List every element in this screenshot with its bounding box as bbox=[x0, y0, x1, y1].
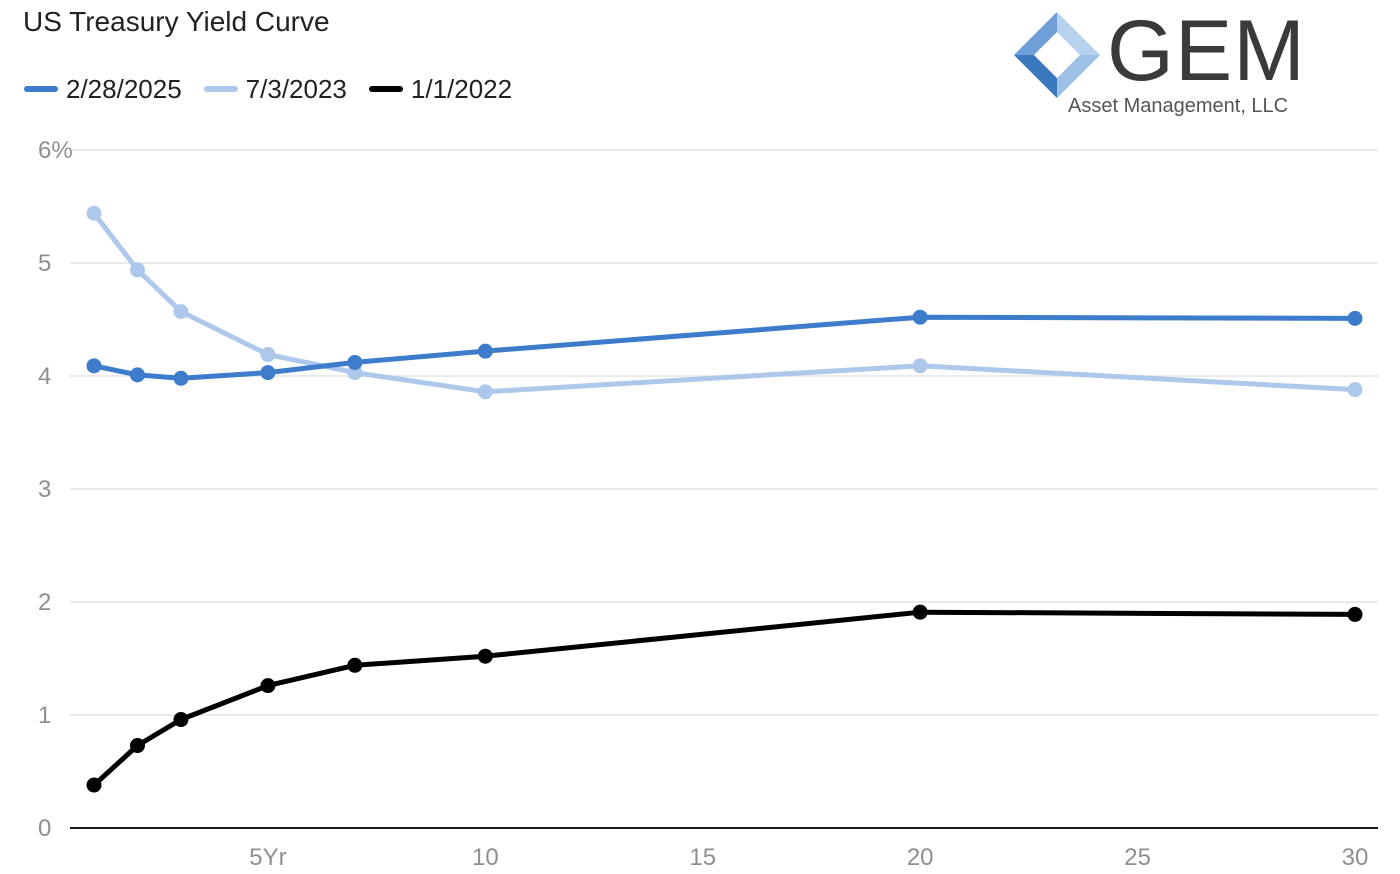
x-tick-label: 15 bbox=[689, 844, 716, 871]
data-point bbox=[347, 657, 363, 673]
legend-label: 2/28/2025 bbox=[66, 73, 182, 104]
x-tick-label: 30 bbox=[1342, 844, 1369, 871]
data-point bbox=[1347, 606, 1363, 622]
y-tick-label: 4 bbox=[38, 363, 51, 390]
legend-swatch bbox=[368, 86, 403, 92]
y-tick-label: 1 bbox=[38, 702, 51, 729]
data-point bbox=[912, 358, 928, 374]
logo-name: GEM bbox=[1107, 3, 1306, 99]
y-tick-label: 5 bbox=[38, 250, 51, 277]
legend-item-1: 2/28/2025 bbox=[24, 74, 182, 105]
chart-legend: 2/28/2025 7/3/2023 1/1/2022 bbox=[24, 72, 534, 106]
data-point bbox=[86, 777, 102, 793]
data-point bbox=[912, 604, 928, 620]
data-point bbox=[1347, 382, 1363, 398]
gem-logo: GEM Asset Management, LLC bbox=[1012, 3, 1312, 122]
data-point bbox=[260, 365, 276, 381]
y-tick-label: 3 bbox=[38, 476, 51, 503]
legend-swatch bbox=[203, 86, 238, 92]
data-point bbox=[86, 205, 102, 221]
legend-swatch bbox=[24, 86, 58, 92]
data-point bbox=[173, 712, 189, 728]
series-line-2 bbox=[91, 210, 1358, 395]
data-point bbox=[129, 367, 145, 383]
legend-label: 1/1/2022 bbox=[410, 73, 513, 104]
x-tick-label: 10 bbox=[472, 844, 499, 871]
legend-item-2: 7/3/2023 bbox=[203, 73, 347, 105]
data-point bbox=[129, 262, 145, 278]
data-point bbox=[1347, 310, 1363, 326]
data-point bbox=[477, 648, 493, 664]
series-line-1 bbox=[91, 314, 1358, 381]
data-point bbox=[912, 309, 928, 325]
chart-title: US Treasury Yield Curve bbox=[23, 6, 330, 37]
x-tick-label: 5Yr bbox=[249, 844, 286, 871]
series-line-3 bbox=[91, 609, 1358, 788]
y-tick-label: 0 bbox=[38, 815, 51, 842]
data-point bbox=[129, 738, 145, 754]
legend-item-3: 1/1/2022 bbox=[368, 73, 513, 105]
data-point bbox=[260, 347, 276, 363]
y-tick-label: 2 bbox=[38, 589, 51, 616]
data-point bbox=[86, 358, 102, 374]
logo-subtitle: Asset Management, LLC bbox=[1068, 95, 1289, 117]
data-point bbox=[173, 370, 189, 386]
data-point bbox=[477, 343, 493, 359]
data-point bbox=[477, 384, 493, 400]
y-tick-label: 6% bbox=[38, 137, 73, 164]
data-point bbox=[347, 354, 363, 370]
diamond-logo-icon bbox=[1014, 12, 1100, 98]
x-tick-label: 25 bbox=[1124, 844, 1151, 871]
legend-label: 7/3/2023 bbox=[245, 73, 347, 104]
data-point bbox=[173, 304, 189, 320]
data-point bbox=[260, 678, 276, 694]
x-tick-label: 20 bbox=[907, 844, 934, 871]
